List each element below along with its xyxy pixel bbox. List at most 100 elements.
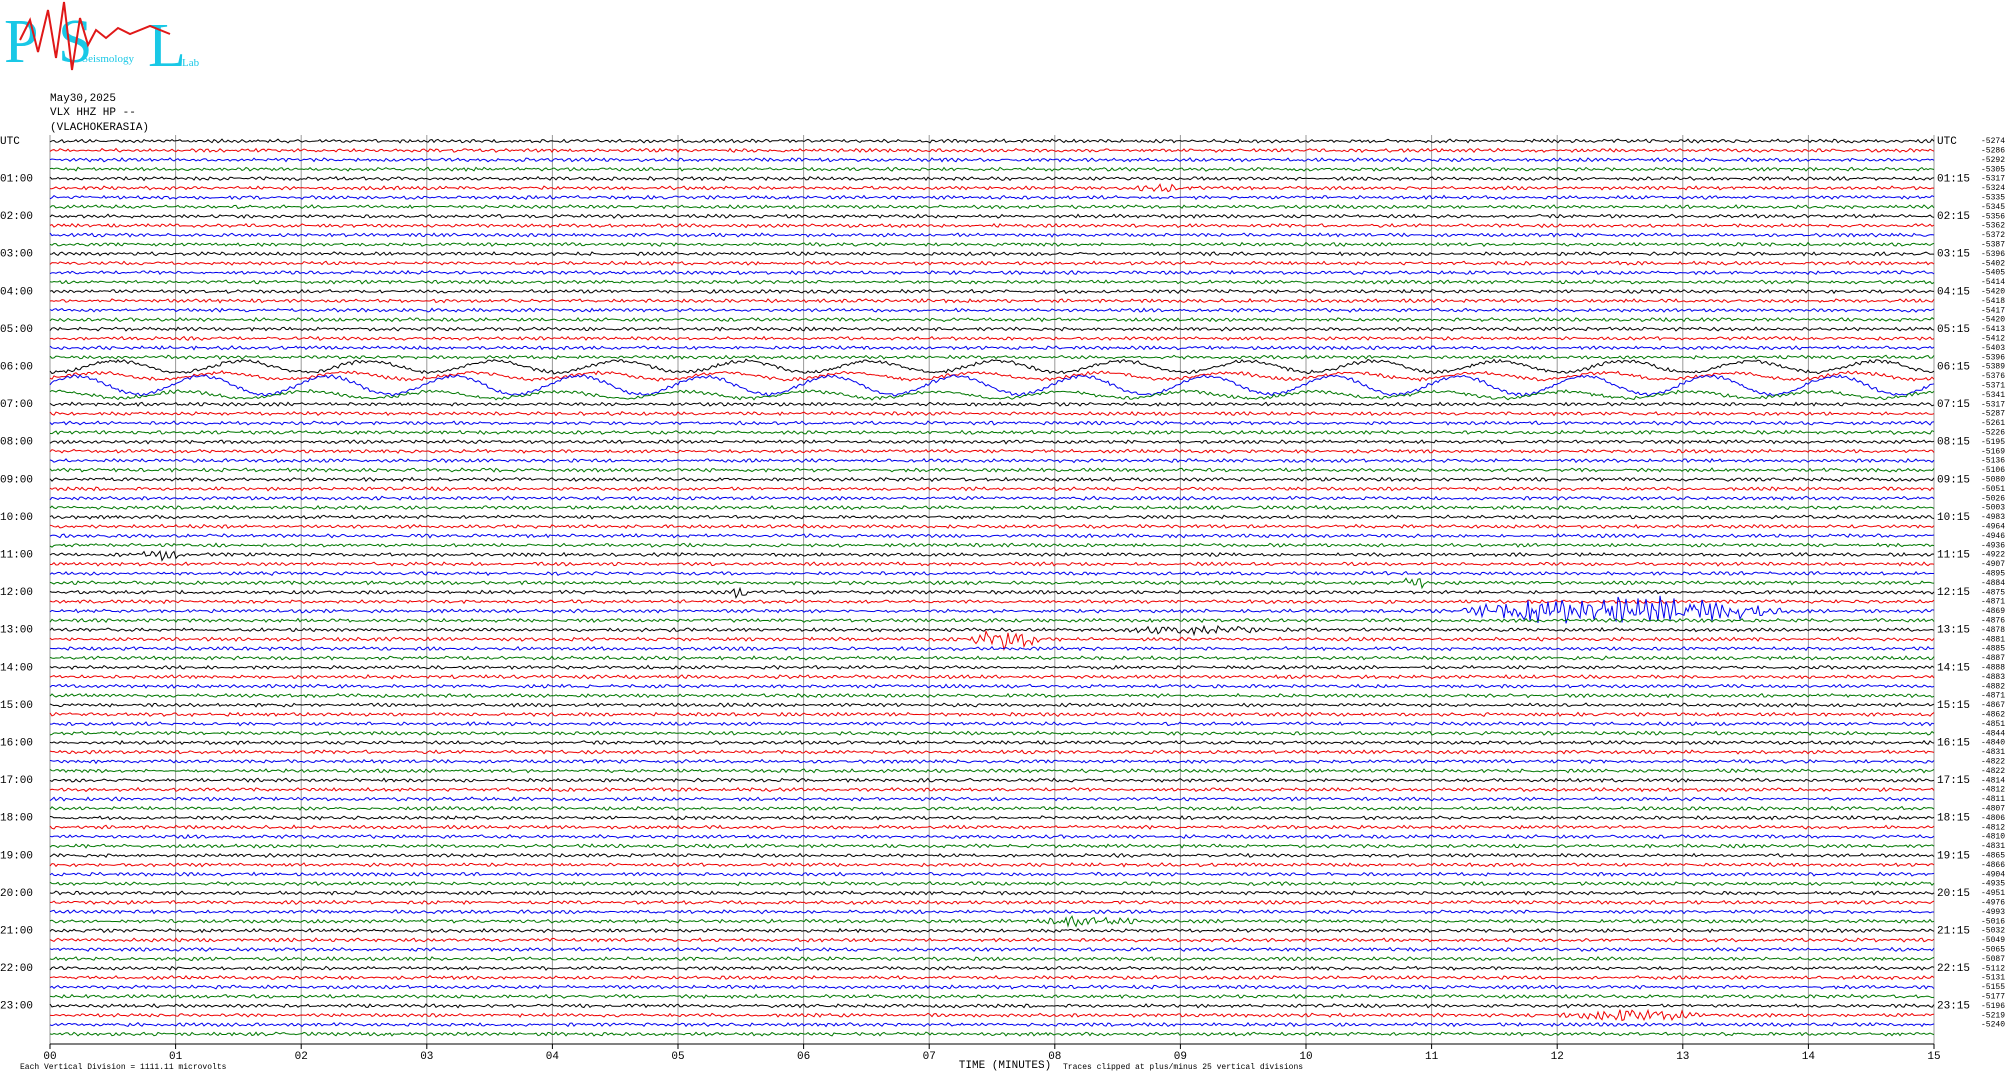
offset-label: -5356 <box>1981 212 2005 221</box>
offset-label: -5414 <box>1981 278 2005 287</box>
trace <box>49 1003 1935 1009</box>
hour-label: 12:00 <box>0 587 33 599</box>
offset-label: -5418 <box>1981 297 2005 306</box>
logo-sub: Seismology <box>82 53 134 65</box>
hour-label: 11:15 <box>1937 550 1970 562</box>
trace <box>49 345 1935 351</box>
hour-label: 15:00 <box>0 700 33 712</box>
offset-label: -4822 <box>1981 758 2005 767</box>
offset-label: -5106 <box>1981 466 2005 475</box>
offset-label: -4862 <box>1981 711 2005 720</box>
trace <box>49 711 1935 718</box>
hour-label: 01:00 <box>0 174 33 186</box>
offset-label: -5080 <box>1981 476 2005 485</box>
trace <box>49 730 1935 736</box>
offset-label: -5396 <box>1981 250 2005 259</box>
hour-label: 06:00 <box>0 362 33 374</box>
offset-label: -4871 <box>1981 598 2005 607</box>
x-tick-label: 01 <box>169 1051 183 1063</box>
offset-label: -5417 <box>1981 306 2005 315</box>
hour-label: 16:15 <box>1937 738 1970 750</box>
offset-label: -4876 <box>1981 617 2005 626</box>
trace <box>49 183 1935 193</box>
trace <box>49 692 1935 699</box>
offset-label: -5051 <box>1981 485 2005 494</box>
hour-label: 13:15 <box>1937 625 1970 637</box>
offset-label: -5341 <box>1981 391 2005 400</box>
offset-label: -4976 <box>1981 899 2005 908</box>
trace <box>49 542 1935 548</box>
offset-label: -4883 <box>1981 673 2005 682</box>
hour-label: 17:15 <box>1937 775 1970 787</box>
hour-label: 03:00 <box>0 249 33 261</box>
trace <box>49 533 1935 539</box>
offset-label: -4885 <box>1981 645 2005 654</box>
trace <box>49 504 1935 511</box>
hour-label: 03:15 <box>1937 249 1970 261</box>
hour-label: 18:00 <box>0 813 33 825</box>
hour-label: 01:15 <box>1937 174 1970 186</box>
trace <box>49 768 1935 774</box>
trace <box>49 358 1935 375</box>
offset-label: -4993 <box>1981 908 2005 917</box>
hour-label: 10:00 <box>0 512 33 524</box>
trace <box>49 984 1935 990</box>
offset-label: -5317 <box>1981 400 2005 409</box>
hour-label: 09:00 <box>0 474 33 486</box>
trace <box>49 749 1935 755</box>
offset-label: -4951 <box>1981 889 2005 898</box>
trace <box>49 410 1935 417</box>
offset-label: -5287 <box>1981 410 2005 419</box>
offset-label: -5420 <box>1981 316 2005 325</box>
trace <box>49 260 1935 266</box>
hour-label: 05:15 <box>1937 324 1970 336</box>
x-tick-label: 03 <box>420 1051 433 1063</box>
trace <box>49 298 1935 304</box>
location: (VLACHOKERASIA) <box>50 122 149 134</box>
trace <box>49 373 1935 397</box>
offset-label: -5403 <box>1981 344 2005 353</box>
hour-label: 21:15 <box>1937 926 1970 938</box>
hour-label: 11:00 <box>0 550 33 562</box>
offset-label: -4810 <box>1981 833 2005 842</box>
trace <box>49 514 1935 520</box>
trace <box>49 457 1935 464</box>
x-tick-label: 04 <box>546 1051 560 1063</box>
trace <box>49 523 1935 529</box>
trace <box>49 486 1935 492</box>
trace <box>49 833 1935 840</box>
hour-label: 20:15 <box>1937 888 1970 900</box>
hour-label: 08:00 <box>0 437 33 449</box>
offset-label: -4935 <box>1981 880 2005 889</box>
offset-label: -4964 <box>1981 523 2005 532</box>
offset-label: -5305 <box>1981 165 2005 174</box>
hour-label: 22:15 <box>1937 963 1970 975</box>
offset-label: -5371 <box>1981 382 2005 391</box>
offset-label: -4807 <box>1981 805 2005 814</box>
offset-label: -5362 <box>1981 222 2005 231</box>
hour-label: UTC <box>0 136 20 148</box>
trace <box>49 251 1934 257</box>
offset-label: -5396 <box>1981 353 2005 362</box>
offset-label: -4875 <box>1981 588 2005 597</box>
trace <box>49 880 1935 887</box>
trace <box>49 1008 1935 1022</box>
trace <box>49 550 1935 562</box>
trace <box>49 279 1935 285</box>
trace <box>49 586 1935 599</box>
x-tick-label: 09 <box>1174 1051 1187 1063</box>
logo-letter: P <box>4 8 38 76</box>
trace <box>49 890 1935 896</box>
trace <box>50 899 1935 906</box>
trace <box>49 595 1935 624</box>
trace <box>49 448 1935 454</box>
offset-label: -4888 <box>1981 664 2005 673</box>
logo-trace <box>19 1 171 71</box>
logo-letter: L <box>148 12 186 80</box>
x-tick-label: 12 <box>1551 1051 1564 1063</box>
offset-label: -4822 <box>1981 767 2005 776</box>
hour-label: 23:00 <box>0 1001 33 1013</box>
hour-label: 04:15 <box>1937 286 1970 298</box>
hour-label: 04:00 <box>0 286 33 298</box>
